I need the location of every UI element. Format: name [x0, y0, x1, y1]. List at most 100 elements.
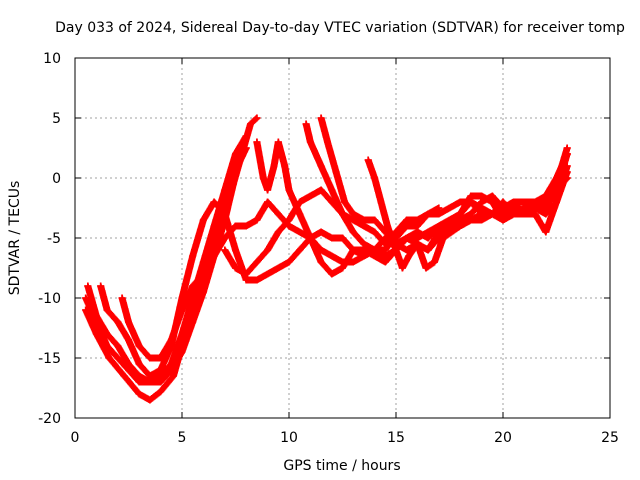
- data-point: [210, 222, 218, 230]
- data-point: [328, 234, 336, 242]
- data-point: [371, 252, 379, 260]
- data-point: [189, 282, 197, 290]
- data-point: [456, 222, 464, 230]
- data-point: [157, 366, 165, 374]
- data-point: [435, 228, 443, 236]
- data-point: [371, 246, 379, 254]
- data-point: [264, 186, 272, 194]
- data-point: [360, 240, 368, 248]
- data-point: [221, 186, 229, 194]
- data-point: [253, 114, 261, 122]
- data-point: [478, 216, 486, 224]
- data-point: [135, 378, 143, 386]
- data-point: [274, 228, 282, 236]
- data-point: [167, 336, 175, 344]
- data-point: [114, 342, 122, 350]
- series-track-10: [364, 150, 571, 272]
- data-point: [531, 204, 539, 212]
- data-point: [542, 198, 550, 206]
- data-point: [296, 246, 304, 254]
- data-point: [274, 138, 282, 146]
- data-point: [499, 204, 507, 212]
- data-point: [413, 240, 421, 248]
- data-point: [456, 198, 464, 206]
- data-point: [349, 228, 357, 236]
- data-point: [381, 258, 389, 266]
- data-point: [253, 258, 261, 266]
- data-point: [424, 234, 432, 242]
- data-point: [478, 210, 486, 218]
- data-point: [435, 210, 443, 218]
- data-point: [339, 234, 346, 242]
- data-point: [446, 204, 453, 212]
- data-point: [542, 210, 550, 218]
- data-point: [413, 228, 421, 236]
- data-point: [157, 378, 165, 386]
- data-point: [392, 246, 400, 254]
- data-point: [82, 294, 90, 302]
- data-point: [488, 198, 496, 206]
- data-point: [146, 354, 154, 362]
- data-point: [360, 222, 368, 230]
- data-point: [169, 372, 177, 380]
- data-point: [306, 234, 314, 242]
- data-point: [488, 210, 496, 218]
- data-point: [157, 354, 165, 362]
- data-point: [199, 288, 207, 296]
- data-point: [285, 186, 293, 194]
- data-point: [360, 246, 368, 254]
- data-point: [146, 378, 154, 386]
- data-point: [332, 168, 340, 176]
- data-point: [339, 210, 346, 218]
- data-point: [392, 228, 400, 236]
- y-tick-label: -5: [47, 231, 61, 247]
- x-tick-label: 10: [280, 430, 298, 446]
- data-point: [125, 336, 132, 344]
- data-point: [97, 282, 105, 290]
- data-point: [448, 228, 456, 236]
- data-point: [114, 318, 122, 326]
- x-axis-label: GPS time / hours: [283, 458, 400, 474]
- data-point: [103, 306, 111, 314]
- data-point: [349, 258, 357, 266]
- data-point: [542, 228, 550, 236]
- data-point: [403, 246, 411, 254]
- data-point: [281, 162, 289, 170]
- data-point: [339, 264, 346, 272]
- data-point: [553, 186, 560, 194]
- data-point: [178, 330, 186, 338]
- data-point: [135, 360, 143, 368]
- x-tick-label: 25: [601, 430, 619, 446]
- data-point: [189, 252, 197, 260]
- data-point: [439, 234, 447, 242]
- data-point: [377, 198, 385, 206]
- data-point: [118, 294, 126, 302]
- x-tick-label: 0: [71, 430, 80, 446]
- data-point: [360, 252, 368, 260]
- data-point: [398, 264, 406, 272]
- data-point: [232, 246, 239, 254]
- data-point: [360, 216, 368, 224]
- data-point: [488, 192, 496, 200]
- data-point: [520, 198, 528, 206]
- data-point: [349, 246, 357, 254]
- data-point: [221, 210, 229, 218]
- data-point: [264, 270, 272, 278]
- data-point: [328, 186, 336, 194]
- data-point: [285, 216, 293, 224]
- data-point: [317, 114, 325, 122]
- data-point: [242, 222, 250, 230]
- data-point: [383, 222, 391, 230]
- data-point: [478, 198, 486, 206]
- data-point: [210, 252, 218, 260]
- data-point: [125, 318, 132, 326]
- data-point: [189, 318, 197, 326]
- data-point: [146, 396, 154, 404]
- data-point: [199, 216, 207, 224]
- data-point: [306, 192, 314, 200]
- data-point: [221, 246, 229, 254]
- data-point: [381, 246, 389, 254]
- data-point: [242, 132, 250, 140]
- data-point: [285, 258, 293, 266]
